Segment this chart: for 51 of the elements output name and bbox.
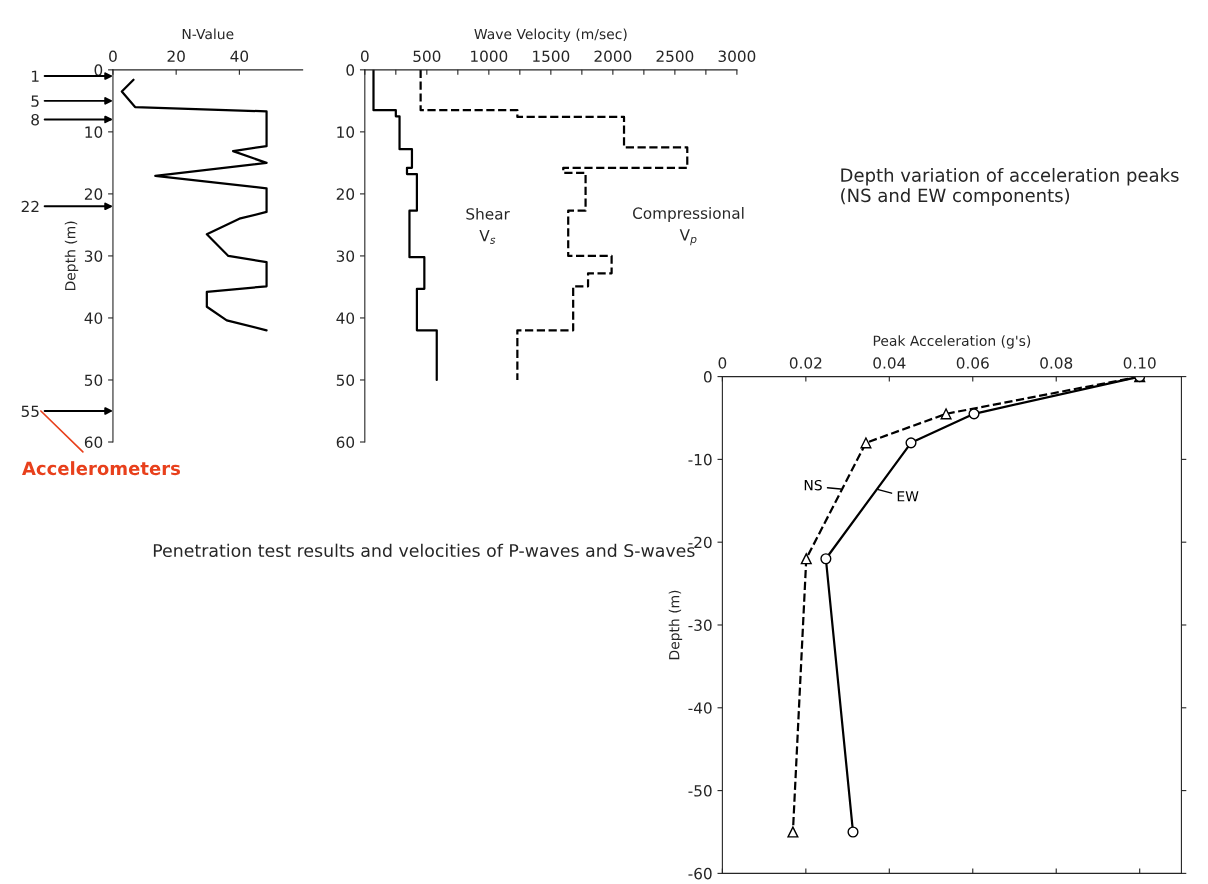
x-tick-label: 20: [167, 50, 185, 63]
x-tick-label: 1000: [471, 50, 508, 63]
y2-tick-label: 55: [21, 405, 39, 418]
y-tick-label: 0: [346, 64, 355, 76]
y-tick-label: 60: [336, 436, 355, 449]
y-tick-label: 50: [84, 374, 103, 386]
y-tick-label: 40: [336, 312, 355, 324]
y-tick-label: -60: [688, 867, 712, 880]
x-axis-title: N-Value: [182, 28, 234, 40]
y-tick-label: 20: [336, 188, 355, 200]
x-tick-label: 0.06: [956, 357, 989, 369]
x-axis-title: Wave Velocity (m/sec): [474, 28, 627, 42]
text: Accelerometers: [22, 461, 181, 476]
y-tick-label: 60: [84, 436, 103, 449]
x-tick-label: 40: [230, 50, 249, 63]
y-tick-label: 10: [337, 126, 355, 138]
series-label: NS: [804, 479, 822, 491]
y-tick-label: 30: [336, 250, 355, 262]
y-tick-label: 30: [84, 250, 103, 262]
x-axis-title: Peak Acceleration (g's): [873, 335, 1031, 349]
x-tick-label: 1500: [533, 50, 570, 63]
y-tick-label: -50: [688, 785, 712, 797]
x-tick-label: 2000: [594, 50, 632, 63]
x-tick-label: 0.08: [1040, 357, 1073, 369]
annotation: Compressional V$_{p}$: [633, 207, 744, 246]
chart-title: Depth variation of acceleration peaks (NS and EW components): [841, 167, 1179, 206]
y2-tick-label: 5: [31, 95, 39, 107]
x-tick-label: 0.10: [1123, 357, 1156, 369]
y-tick-label: -30: [688, 619, 712, 632]
y-tick-label: 50: [336, 374, 355, 386]
x-tick-label: 0.02: [789, 357, 822, 369]
y2-tick-label: 22: [21, 200, 39, 213]
x-tick-label: 3000: [718, 50, 756, 63]
legend-label: EW: [897, 491, 919, 502]
y-tick-label: 10: [85, 126, 103, 138]
x-tick-label: 500: [413, 50, 441, 63]
x-tick-label: 0.04: [873, 357, 906, 369]
y2-tick-label: 8: [31, 113, 39, 126]
y-tick-label: -10: [688, 453, 712, 466]
y-tick-label: 0: [703, 371, 712, 383]
x-tick-label: 0: [109, 50, 117, 63]
x-tick-label: 0: [718, 357, 727, 369]
y-tick-label: 20: [84, 188, 103, 200]
y-tick-label: 40: [84, 312, 103, 324]
x-tick-label: 0: [360, 50, 369, 63]
y-axis-title: Depth (m): [64, 221, 79, 291]
y2-tick-label: 1: [31, 70, 39, 82]
y-tick-label: -40: [688, 702, 712, 714]
y-axis-title: Depth (m): [668, 590, 683, 660]
annotation: Shear V$_{s}$: [466, 207, 510, 244]
x-tick-label: 2500: [656, 50, 694, 63]
